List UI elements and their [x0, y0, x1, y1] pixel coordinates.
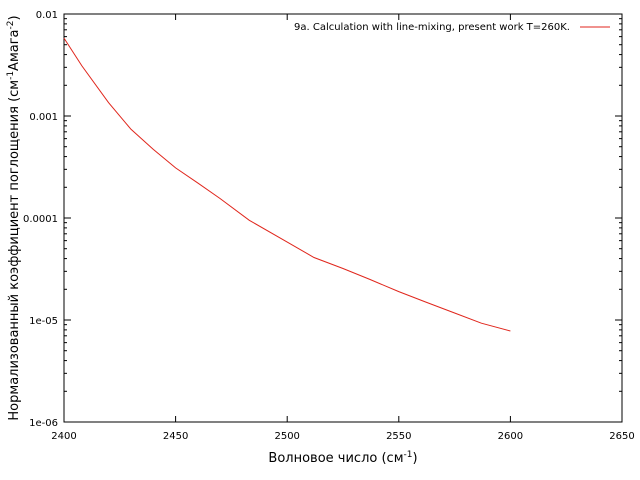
series-lines [63, 37, 511, 332]
legend-label: 9a. Calculation with line-mixing, presen… [294, 22, 570, 33]
y-tick-labels: 0.01 0.001 0.0001 1e-05 1e-06 [23, 10, 58, 429]
y-tick-label: 1e-05 [29, 316, 58, 327]
plot-area [63, 13, 623, 423]
x-axis-title: Волновое число (см-1) [268, 450, 417, 466]
axis-ticks [63, 13, 623, 423]
x-tick-label: 2400 [51, 431, 76, 442]
x-tick-label: 2550 [386, 431, 411, 442]
y-tick-label: 0.0001 [23, 214, 58, 225]
x-tick-label: 2450 [163, 431, 188, 442]
y-tick-label: 0.001 [29, 112, 58, 123]
x-tick-label: 2500 [274, 431, 299, 442]
y-tick-label: 1e-06 [29, 418, 58, 429]
y-axis-title: Нормализованный коэффициент поглощения (… [6, 15, 22, 420]
x-tick-label: 2650 [609, 431, 634, 442]
x-tick-labels: 2400 2450 2500 2550 2600 2650 [51, 431, 634, 442]
y-tick-label: 0.01 [36, 10, 58, 21]
series-line [63, 37, 511, 332]
x-tick-label: 2600 [498, 431, 523, 442]
legend: 9a. Calculation with line-mixing, presen… [294, 22, 610, 33]
